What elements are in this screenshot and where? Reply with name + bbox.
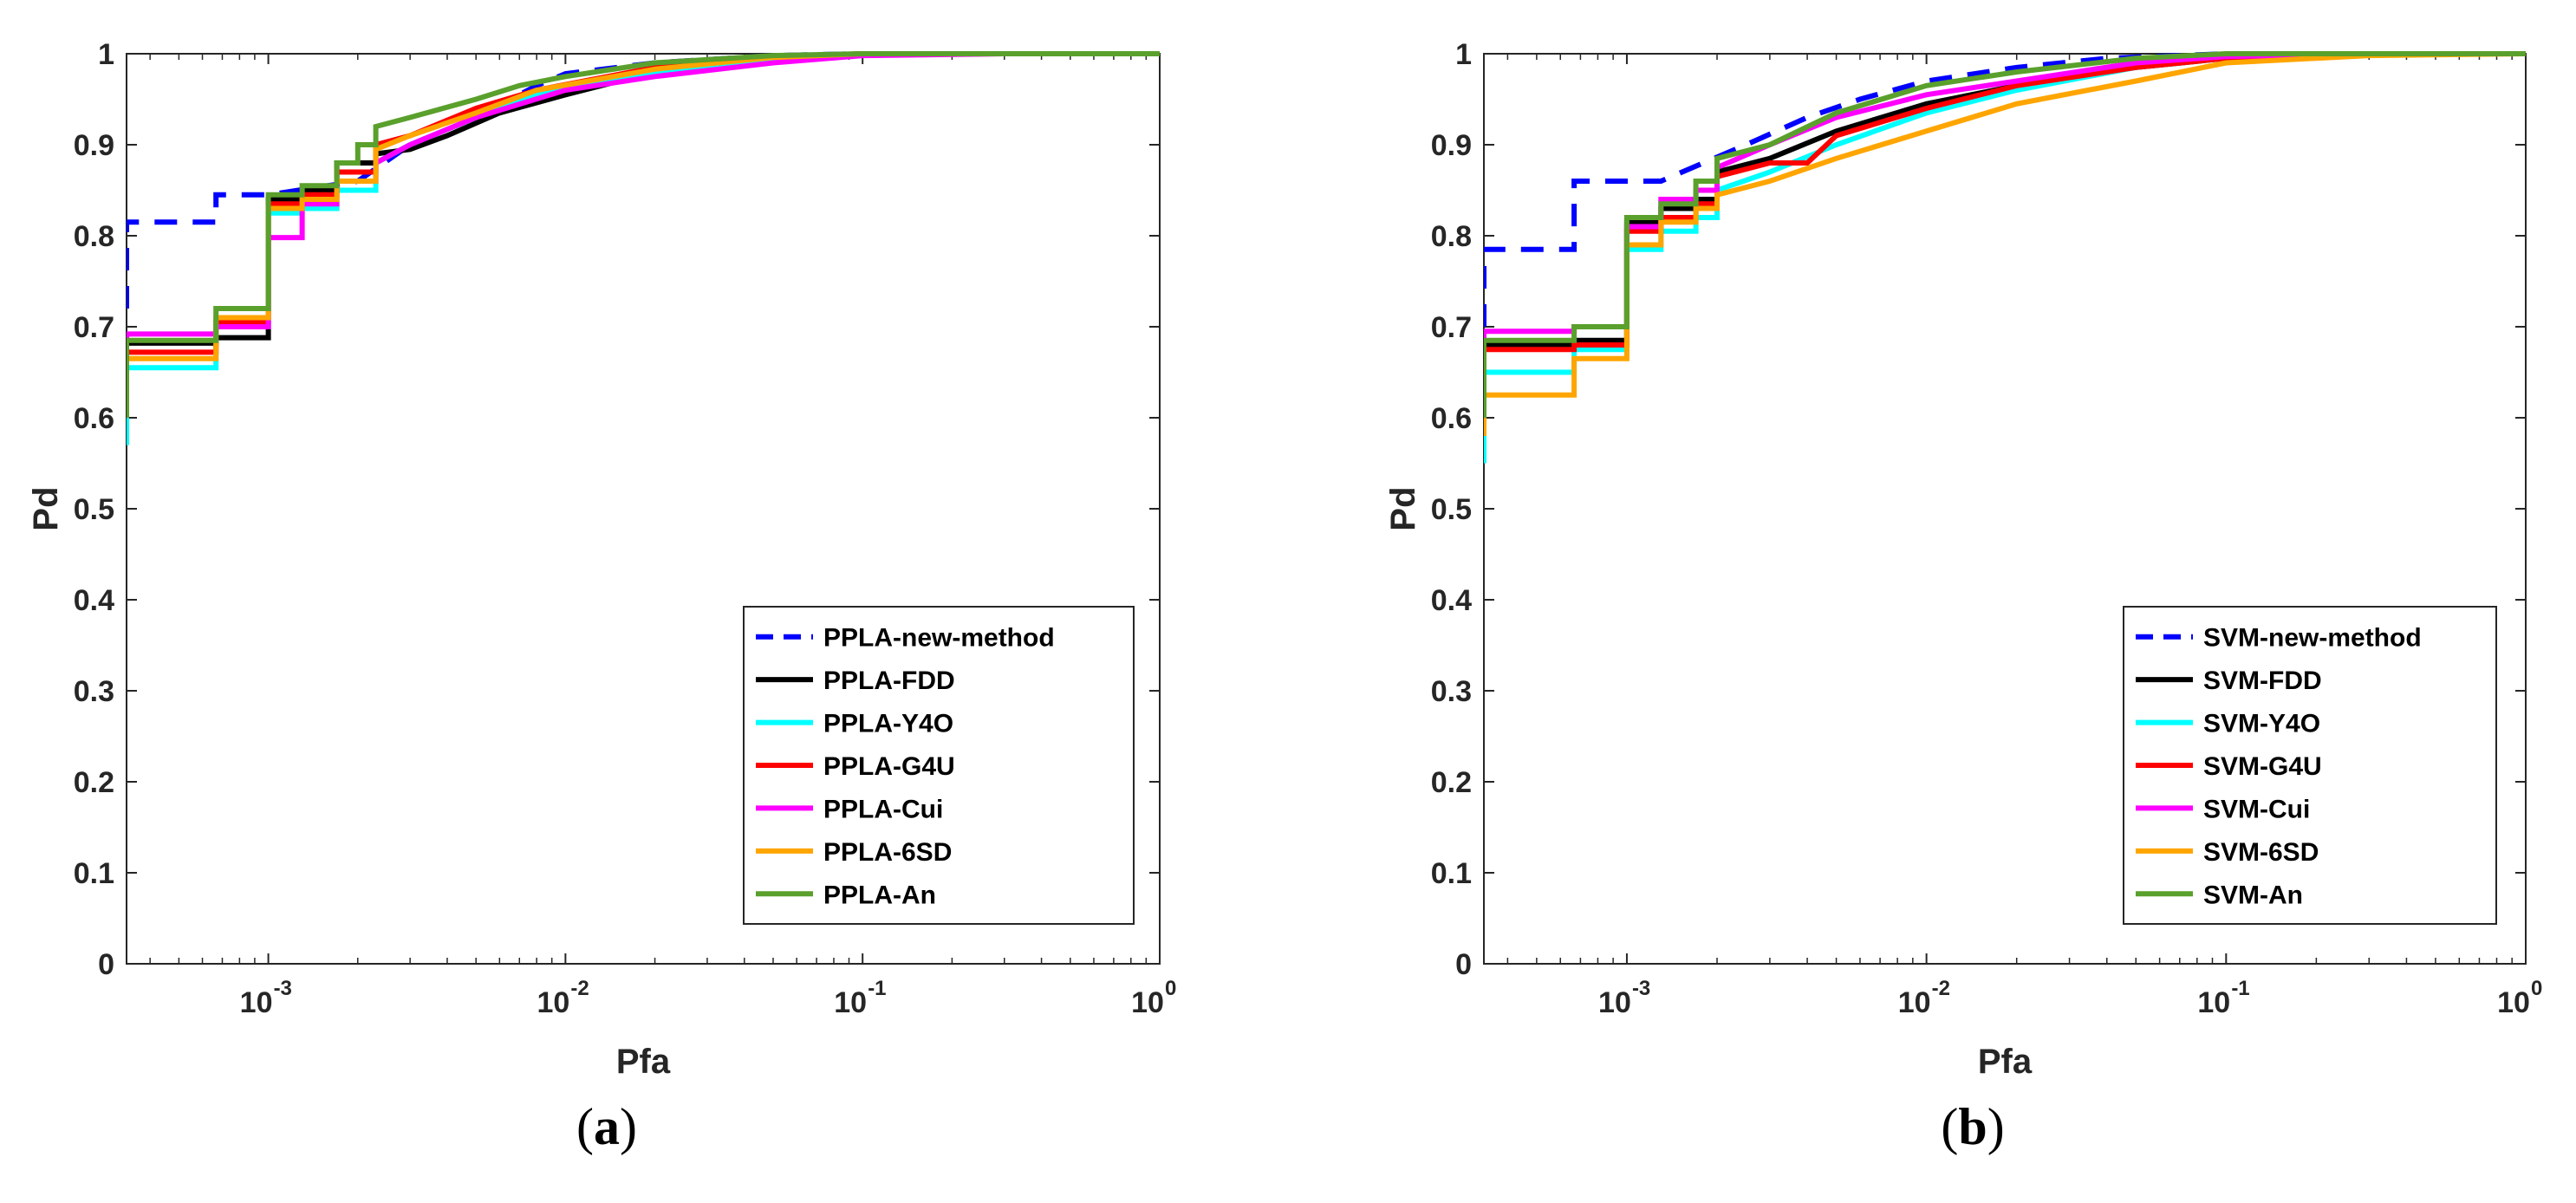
legend-entry-label: SVM-6SD xyxy=(2203,838,2319,867)
y-tick-label: 0.4 xyxy=(74,584,114,617)
x-tick-label-base: 10 xyxy=(240,986,273,1019)
x-axis-label: Pfa xyxy=(1978,1043,2033,1081)
y-tick-label: 0.1 xyxy=(74,857,114,890)
legend-entry-label: SVM-Y4O xyxy=(2203,710,2320,738)
legend-entry-label: PPLA-6SD xyxy=(823,838,952,867)
legend-entry-label: SVM-new-method xyxy=(2203,624,2422,653)
x-tick-label-base: 10 xyxy=(2497,986,2530,1019)
y-tick-label: 0.2 xyxy=(74,766,114,799)
x-tick-label-exponent: 0 xyxy=(2531,977,2542,1000)
x-tick-label-exponent: -3 xyxy=(274,977,292,1000)
y-tick-label: 0.9 xyxy=(1431,129,1472,162)
legend-entry-label: PPLA-FDD xyxy=(823,667,955,695)
panel-label: a xyxy=(594,1098,620,1155)
panel-label: b xyxy=(1958,1098,1987,1155)
series-line-svm-6sd xyxy=(1484,51,2526,436)
y-tick-label: 1 xyxy=(1455,38,1472,71)
legend-entry-label: PPLA-An xyxy=(823,881,936,909)
legend-entry-label: PPLA-new-method xyxy=(823,624,1055,653)
y-axis-label: Pd xyxy=(27,486,65,530)
y-tick-label: 0 xyxy=(1455,948,1472,981)
x-tick-label-base: 10 xyxy=(2197,986,2230,1019)
series-line-ppla-an xyxy=(127,51,1160,418)
y-tick-label: 0.7 xyxy=(74,311,114,344)
y-tick-label: 0.8 xyxy=(74,220,114,253)
x-tick-label-exponent: -1 xyxy=(2231,977,2249,1000)
series-line-svm-an xyxy=(1484,51,2526,418)
legend-entry-label: SVM-An xyxy=(2203,881,2303,909)
x-tick-label-base: 10 xyxy=(1598,986,1631,1019)
y-tick-label: 0.1 xyxy=(1431,857,1472,890)
y-tick-label: 0.5 xyxy=(74,493,114,526)
legend: PPLA-new-method PPLA-FDD PPLA-Y4O PPLA-G4U P… xyxy=(743,606,1135,925)
x-tick-label-exponent: 0 xyxy=(1165,977,1176,1000)
y-tick-label: 0 xyxy=(98,948,114,981)
x-tick-label-base: 10 xyxy=(1898,986,1931,1019)
legend-entry-label: SVM-Cui xyxy=(2203,795,2310,823)
series-group xyxy=(1484,51,2526,464)
panel-caption: (b) xyxy=(1941,1098,2004,1155)
y-tick-label: 0.2 xyxy=(1431,766,1472,799)
y-tick-label: 0.3 xyxy=(74,675,114,708)
y-axis-label: Pd xyxy=(1384,486,1422,530)
y-tick-label: 0.4 xyxy=(1431,584,1472,617)
y-tick-label: 0.9 xyxy=(74,129,114,162)
legend: SVM-new-method SVM-FDD SVM-Y4O SVM-G4U SVM-C… xyxy=(2123,606,2497,925)
y-tick-label: 0.5 xyxy=(1431,493,1472,526)
x-tick-label-base: 10 xyxy=(537,986,569,1019)
legend-entry-label: PPLA-Y4O xyxy=(823,710,953,738)
x-axis-label: Pfa xyxy=(616,1043,671,1081)
panel-caption: (a) xyxy=(576,1098,637,1155)
y-tick-label: 0.6 xyxy=(74,402,114,435)
y-tick-label: 0.8 xyxy=(1431,220,1472,253)
x-tick-label-exponent: -1 xyxy=(868,977,886,1000)
x-tick-label-exponent: -3 xyxy=(1632,977,1650,1000)
x-tick-label-exponent: -2 xyxy=(570,977,589,1000)
legend-entry-label: SVM-G4U xyxy=(2203,752,2322,781)
legend-entry-label: PPLA-G4U xyxy=(823,752,955,781)
x-tick-label-base: 10 xyxy=(1131,986,1164,1019)
y-tick-label: 1 xyxy=(98,38,114,71)
y-tick-label: 0.3 xyxy=(1431,675,1472,708)
x-tick-label-base: 10 xyxy=(834,986,867,1019)
legend-entry-label: PPLA-Cui xyxy=(823,795,943,823)
y-tick-label: 0.7 xyxy=(1431,311,1472,344)
y-tick-label: 0.6 xyxy=(1431,402,1472,435)
series-group xyxy=(127,51,1160,445)
legend-entry-label: SVM-FDD xyxy=(2203,667,2322,695)
x-tick-label-exponent: -2 xyxy=(1932,977,1950,1000)
